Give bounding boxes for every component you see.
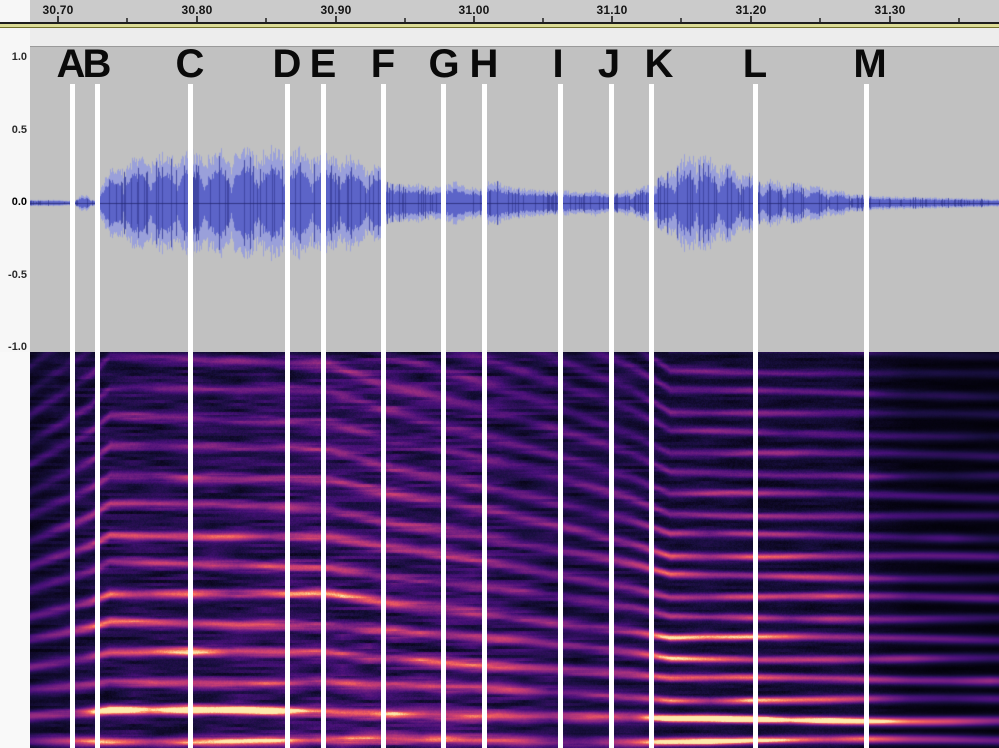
major-tick-mark — [196, 16, 198, 22]
major-tick-mark — [750, 16, 752, 22]
ruler-bottom-edge — [0, 22, 999, 24]
marker-label-M[interactable]: M — [853, 42, 887, 86]
marker-line-A[interactable] — [70, 84, 75, 748]
time-tick-label: 30.80 — [181, 3, 213, 17]
amplitude-tick-label: 0.5 — [11, 124, 27, 136]
marker-label-A[interactable]: A — [56, 42, 86, 86]
marker-line-H[interactable] — [482, 84, 487, 748]
marker-line-I[interactable] — [558, 84, 563, 748]
time-tick-label: 31.10 — [596, 3, 628, 17]
play-region-bar[interactable] — [0, 24, 999, 28]
amplitude-tick-label: 1.0 — [11, 51, 27, 63]
spectrogram-track[interactable] — [30, 352, 999, 748]
marker-label-D[interactable]: D — [272, 42, 302, 86]
major-tick-mark — [57, 16, 59, 22]
major-tick-mark — [473, 16, 475, 22]
timeline-ruler[interactable]: 30.70 30.80 30.90 31.00 31.10 31.20 31.30 — [0, 0, 999, 22]
track-header-strip — [0, 28, 999, 46]
marker-line-E[interactable] — [321, 84, 326, 748]
marker-label-H[interactable]: H — [469, 42, 499, 86]
marker-label-G[interactable]: G — [428, 42, 460, 86]
marker-label-I[interactable]: I — [552, 42, 564, 86]
time-tick-label: 31.00 — [458, 3, 490, 17]
marker-label-F[interactable]: F — [370, 42, 396, 86]
amplitude-tick-label: -0.5 — [8, 269, 27, 281]
minor-tick-mark — [126, 18, 128, 22]
minor-tick-mark — [680, 18, 682, 22]
track-header-strip-gutter — [0, 28, 30, 46]
minor-tick-mark — [542, 18, 544, 22]
major-tick-mark — [889, 16, 891, 22]
amplitude-tick-label: 0.0 — [11, 196, 27, 208]
marker-label-C[interactable]: C — [175, 42, 205, 86]
minor-tick-mark — [404, 18, 406, 22]
marker-line-G[interactable] — [441, 84, 446, 748]
waveform-track[interactable] — [30, 46, 999, 353]
marker-label-K[interactable]: K — [644, 42, 674, 86]
time-tick-label: 30.70 — [42, 3, 74, 17]
marker-line-J[interactable] — [609, 84, 614, 748]
marker-label-B[interactable]: B — [82, 42, 112, 86]
spectrogram-gutter — [0, 352, 30, 748]
time-tick-label: 31.30 — [874, 3, 906, 17]
marker-line-K[interactable] — [649, 84, 654, 748]
timeline-ruler-background[interactable] — [30, 0, 999, 22]
marker-label-E[interactable]: E — [309, 42, 337, 86]
time-tick-label: 30.90 — [320, 3, 352, 17]
ruler-corner — [0, 0, 30, 22]
marker-label-J[interactable]: J — [597, 42, 621, 86]
marker-line-M[interactable] — [864, 84, 869, 748]
minor-tick-mark — [819, 18, 821, 22]
amplitude-tick-label: -1.0 — [8, 341, 27, 353]
marker-line-L[interactable] — [753, 84, 758, 748]
marker-line-F[interactable] — [381, 84, 386, 748]
marker-line-C[interactable] — [188, 84, 193, 748]
marker-line-B[interactable] — [95, 84, 100, 748]
marker-line-D[interactable] — [285, 84, 290, 748]
minor-tick-mark — [958, 18, 960, 22]
major-tick-mark — [611, 16, 613, 22]
major-tick-mark — [335, 16, 337, 22]
marker-label-L[interactable]: L — [742, 42, 768, 86]
minor-tick-mark — [265, 18, 267, 22]
amplitude-ruler[interactable]: 1.0 0.5 0.0 -0.5 -1.0 — [0, 46, 30, 353]
time-tick-label: 31.20 — [735, 3, 767, 17]
